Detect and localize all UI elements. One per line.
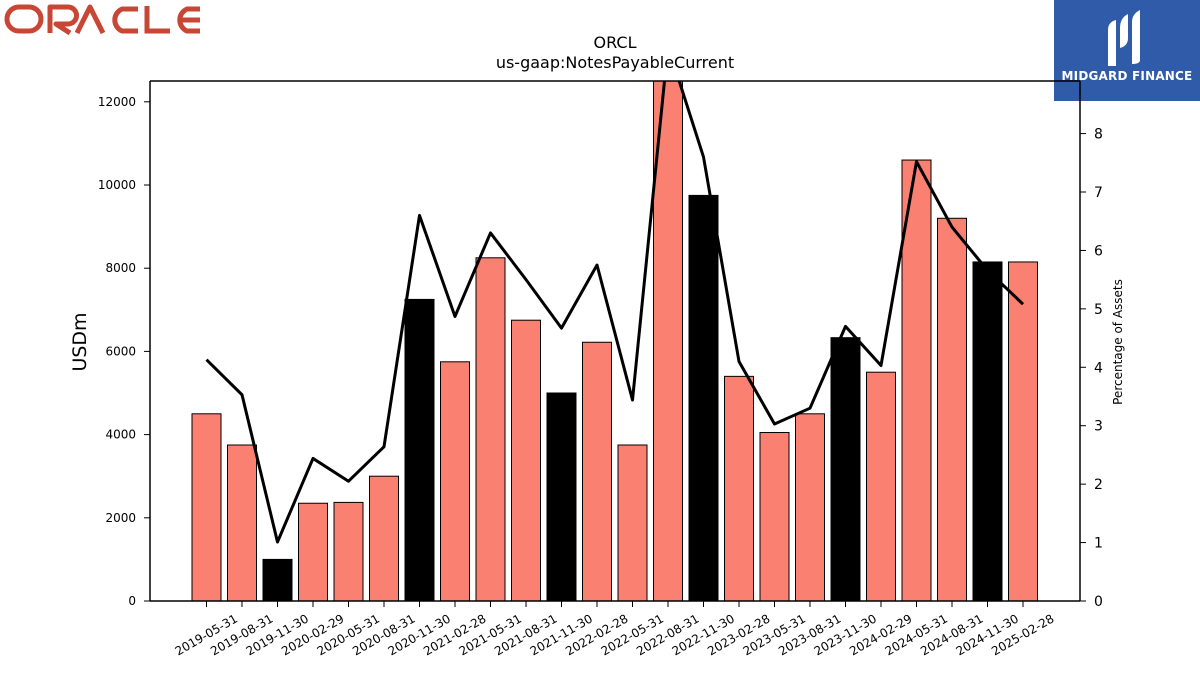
y2-tick-label: 1 [1094, 536, 1103, 552]
bar [582, 341, 612, 601]
midgard-brand-name: MIDGARD FINANCE [1061, 69, 1193, 83]
bar [333, 501, 364, 601]
y2-tick-label: 0 [1094, 594, 1103, 610]
bar [298, 502, 328, 601]
bar [546, 392, 577, 601]
bar [688, 194, 719, 601]
bar [191, 413, 222, 601]
bar [830, 337, 861, 601]
y-tick-label: 2000 [105, 511, 136, 525]
bar [795, 413, 825, 601]
plot-area: 0200040006000800010000120000123456782019… [98, 80, 1103, 658]
bar [475, 257, 506, 601]
y-tick-label: 10000 [98, 178, 136, 192]
y2-tick-label: 6 [1094, 243, 1103, 259]
bar [937, 217, 967, 601]
y-tick-label: 6000 [105, 344, 136, 358]
bar [866, 371, 896, 601]
y-tick-label: 8000 [105, 261, 136, 275]
percentage-line [205, 81, 1025, 544]
bar [262, 558, 293, 601]
midgard-finance-logo: MIDGARD FINANCE [1054, 0, 1200, 101]
bar [759, 432, 790, 601]
y-axis-label: USDm [69, 312, 91, 371]
y2-axis-label: Percentage of Assets [1111, 279, 1125, 405]
chart-title: ORCL [594, 33, 637, 52]
y-tick-label: 4000 [105, 428, 136, 442]
bar [724, 375, 754, 601]
y2-tick-label: 7 [1094, 185, 1103, 201]
bar [617, 444, 648, 601]
y2-tick-label: 2 [1094, 477, 1103, 493]
oracle-logo [4, 0, 230, 40]
y2-tick-label: 5 [1094, 302, 1103, 318]
y2-tick-label: 8 [1094, 127, 1103, 143]
bar [972, 261, 1003, 601]
bar [440, 361, 470, 601]
bar [901, 159, 932, 601]
y2-tick-label: 3 [1094, 419, 1103, 435]
plot-marks [191, 81, 1038, 601]
chart-subtitle: us-gaap:NotesPayableCurrent [496, 53, 734, 72]
bar [653, 81, 683, 601]
midgard-emblem-icon [1108, 10, 1140, 66]
bar [227, 444, 257, 601]
y-tick-label: 0 [128, 594, 136, 608]
bar [369, 475, 399, 601]
oracle-wordmark [4, 4, 200, 36]
y-tick-label: 12000 [98, 95, 136, 109]
bar [511, 319, 541, 601]
y2-tick-label: 4 [1094, 360, 1103, 376]
bar [404, 298, 435, 601]
bar [1008, 261, 1038, 601]
